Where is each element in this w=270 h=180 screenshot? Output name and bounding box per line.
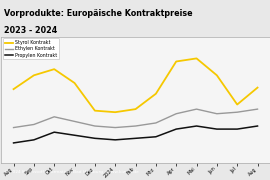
Text: © 2024 Kunststoff Information, Bad Homburg · www.kiweb.de: © 2024 Kunststoff Information, Bad Hombu…	[4, 170, 139, 174]
Text: Vorprodukte: Europäische Kontraktpreise: Vorprodukte: Europäische Kontraktpreise	[4, 9, 193, 18]
Text: 2023 - 2024: 2023 - 2024	[4, 26, 57, 35]
Legend: Styrol Kontrakt, Ethylen Kontrakt, Propylen Kontrakt: Styrol Kontrakt, Ethylen Kontrakt, Propy…	[3, 38, 59, 59]
